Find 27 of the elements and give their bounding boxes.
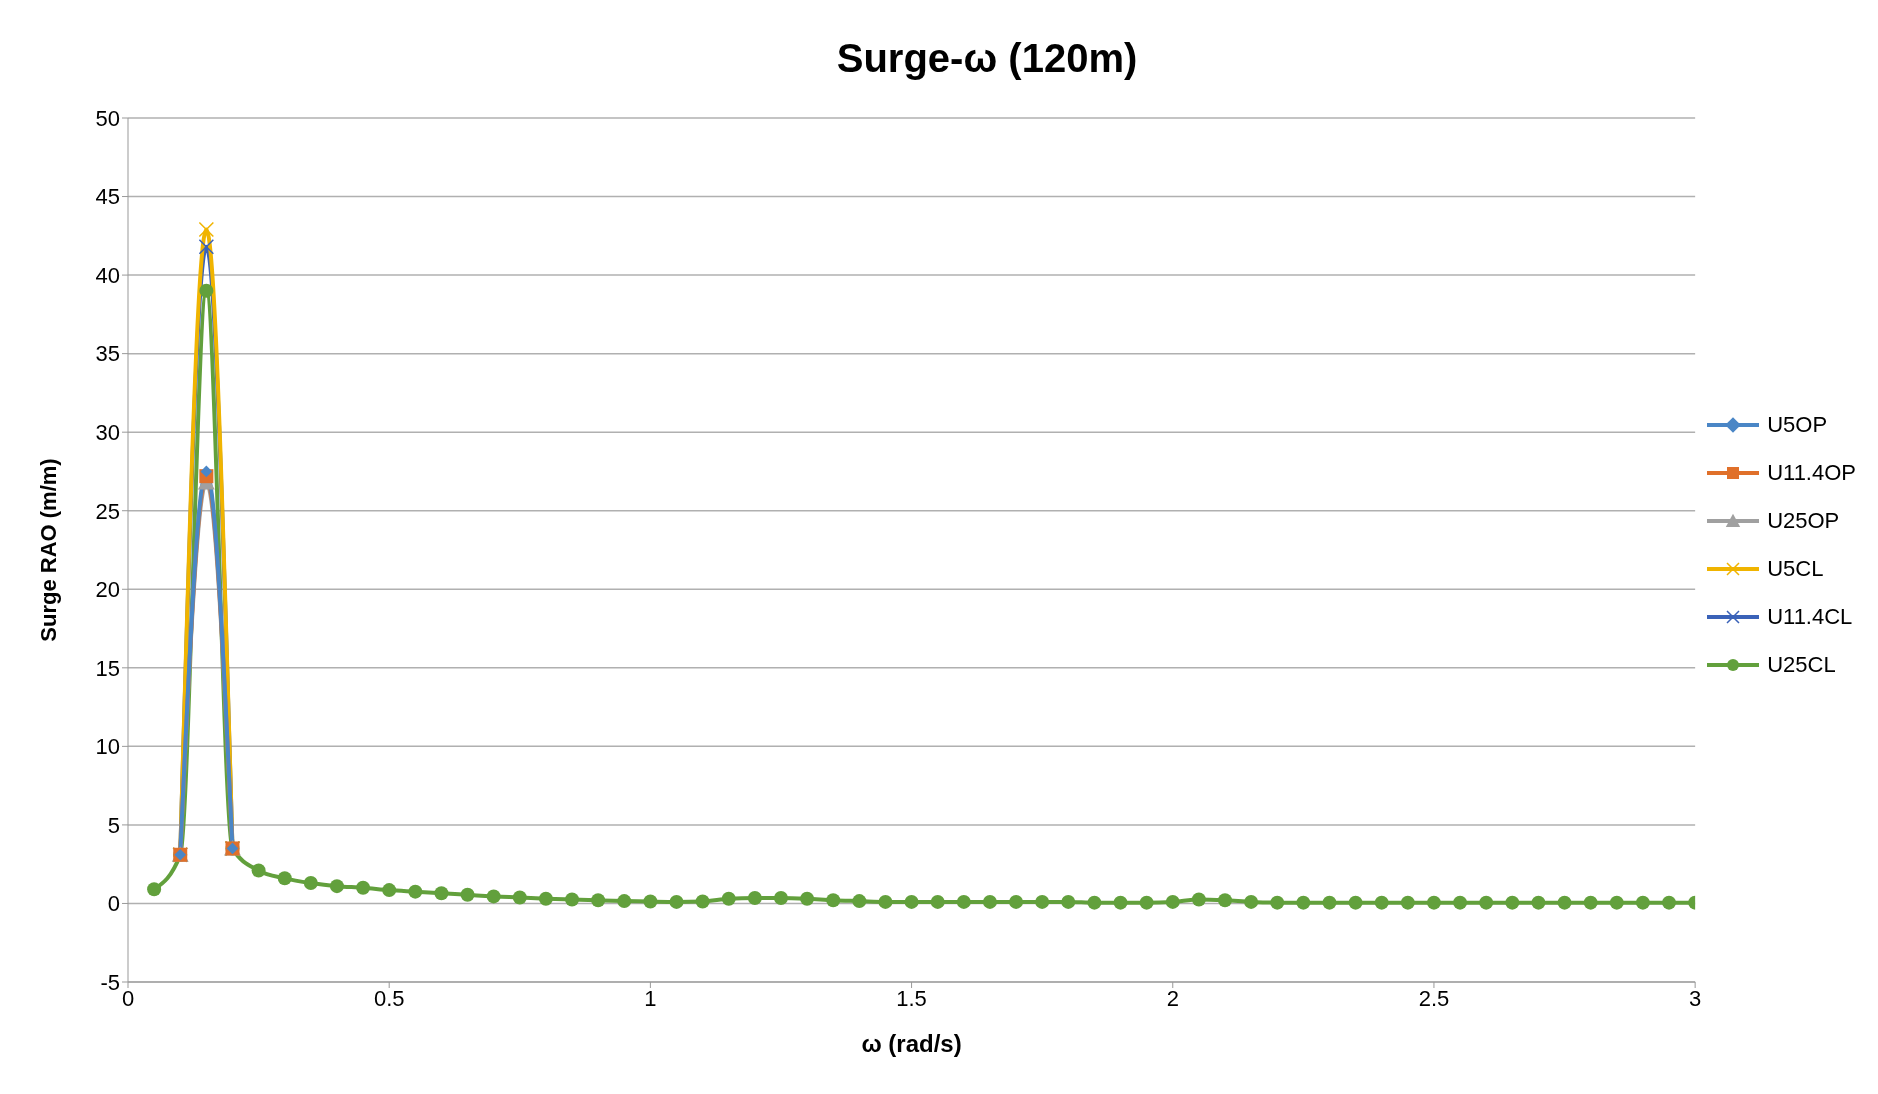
- y-tick-label: 10: [95, 734, 120, 760]
- legend-label: U11.4CL: [1767, 604, 1853, 630]
- y-tick-label: 0: [107, 891, 120, 917]
- y-tick-label: 15: [95, 655, 120, 681]
- legend-label: U25OP: [1767, 508, 1840, 534]
- y-tick-label: 45: [95, 184, 120, 210]
- y-tick-label: 40: [95, 262, 120, 288]
- chart-title: Surge-ω (120m): [835, 36, 1139, 81]
- legend-label: U25CL: [1767, 652, 1836, 678]
- y-tick-label: 25: [95, 498, 120, 524]
- legend-label: U5OP: [1767, 412, 1828, 438]
- y-tick-label: 30: [95, 419, 120, 445]
- x-axis-title: ω (rad/s): [861, 1030, 962, 1057]
- y-tick-label: 35: [95, 341, 120, 367]
- y-tick-label: 20: [95, 577, 120, 603]
- y-tick-label: 50: [95, 105, 120, 131]
- legend-label: U5CL: [1767, 556, 1824, 582]
- legend-label: U11.4OP: [1767, 460, 1856, 486]
- y-axis-title: Surge RAO (m/m): [35, 458, 61, 642]
- x-tick-label: 3: [1689, 985, 1702, 1011]
- x-tick-label: 1.5: [896, 985, 927, 1011]
- x-tick-label: 2: [1166, 985, 1179, 1011]
- x-tick-label: 0.5: [373, 985, 405, 1011]
- x-tick-label: 2.5: [1418, 985, 1450, 1011]
- y-tick-label: 5: [107, 812, 120, 838]
- x-tick-label: 1: [644, 985, 657, 1011]
- y-tick-label: -5: [100, 969, 120, 995]
